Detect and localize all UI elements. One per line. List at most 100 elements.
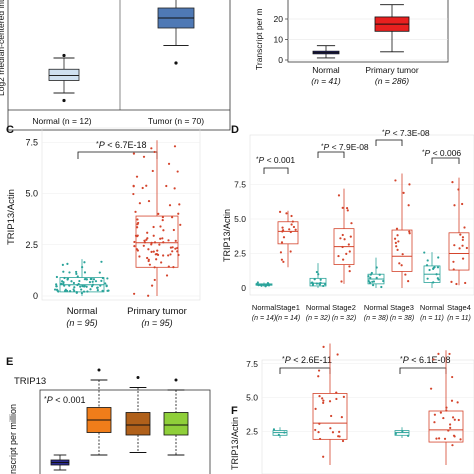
panel-c-point	[83, 261, 86, 264]
panel-a-xlabel-normal: Normal (n = 12)	[32, 116, 91, 126]
panel-d-point	[408, 230, 411, 233]
panel-f-pvalue: *P < 6.1E-08	[400, 355, 451, 365]
panel-f-point	[433, 421, 436, 424]
panel-d-point	[461, 202, 464, 206]
box-body	[448, 232, 470, 271]
panel-c-point	[167, 162, 171, 165]
panel-d-point	[280, 241, 284, 244]
panel-d-box-8	[448, 177, 470, 286]
panel-c-point	[66, 262, 69, 266]
panel-d-sig-bracket	[431, 157, 460, 164]
panel-f-point	[335, 397, 338, 401]
panel-c-point	[79, 285, 82, 288]
panel-d-point	[458, 247, 461, 250]
panel-d-point	[401, 253, 404, 256]
panel-c-point	[179, 223, 182, 226]
panel-e-box-3	[125, 387, 151, 453]
panel-c-point	[57, 290, 60, 293]
panel-d-point	[290, 214, 293, 218]
panel-d-point	[408, 183, 411, 186]
panel-c-point	[141, 186, 144, 190]
box-body	[428, 410, 464, 443]
panel-f-point	[317, 369, 321, 372]
panel-c-point	[136, 226, 139, 229]
panel-e-outlier	[174, 378, 178, 382]
panel-c-point	[106, 289, 109, 292]
panel-c-plot-area	[41, 127, 201, 301]
panel-c-point	[132, 152, 136, 155]
panel-c-point	[162, 254, 165, 257]
panel-c-point	[76, 275, 79, 278]
panel-c-point	[159, 225, 162, 228]
panel-c-ytick-label: 5.0	[25, 189, 38, 199]
panel-d-point	[345, 206, 349, 210]
panel-f-sig-bracket	[399, 367, 447, 374]
panel-d-pvalue: *P < 7.3E-08	[382, 128, 430, 138]
panel-c-xlabel-normal: Normal	[67, 306, 98, 317]
panel-c-point	[53, 288, 57, 291]
box-body	[277, 221, 299, 245]
panel-d-point	[461, 238, 464, 242]
panel-c-count-tumor: (n = 95)	[141, 318, 172, 328]
panel-d-point	[394, 241, 397, 244]
panel-d-point	[455, 282, 458, 286]
panel-d-point	[400, 264, 403, 267]
panel-f-box-2	[312, 343, 348, 465]
panel-c-point	[133, 292, 136, 295]
panel-f-point	[451, 444, 454, 447]
panel-c-point	[151, 169, 154, 173]
panel-d-letter: D	[231, 124, 239, 136]
panel-d-point	[404, 273, 407, 276]
panel-f-letter: F	[231, 405, 238, 417]
panel-d-point	[426, 277, 429, 280]
panel-d-point	[402, 191, 405, 194]
panel-c-box-tumor	[135, 140, 179, 296]
panel-c-point	[157, 212, 160, 215]
panel-a-frame	[7, 0, 231, 131]
panel-b-xlabel-tumor: Primary tumor	[365, 65, 419, 75]
panel-d-point	[348, 270, 351, 273]
panel-d-point	[280, 258, 284, 261]
panel-e-box-4	[163, 389, 189, 456]
panel-c-point	[83, 271, 87, 274]
panel-d-xlabel: Normal	[252, 303, 277, 312]
panel-d-sig-bracket	[317, 151, 345, 158]
panel-c-point	[158, 243, 161, 246]
panel-f-point	[340, 416, 343, 419]
panel-b-xlabel-normal: Normal	[312, 65, 340, 75]
panel-d-point	[337, 194, 341, 197]
panel-c-point	[152, 225, 155, 229]
box-body	[163, 412, 189, 436]
panel-f-point	[453, 435, 456, 438]
panel-f-box-4	[428, 350, 464, 465]
panel-c-point	[55, 285, 58, 288]
panel-c-point	[98, 271, 101, 274]
panel-c-count-normal: (n = 95)	[66, 318, 97, 328]
panel-c-point	[96, 286, 99, 289]
panel-d-box-3	[309, 263, 327, 288]
panel-f-point	[459, 438, 462, 441]
panel-f-point	[433, 413, 436, 416]
panel-c-point	[147, 258, 150, 261]
panel-b-box-normal	[312, 45, 340, 59]
panel-c-point	[90, 277, 93, 280]
panel-d-point	[407, 280, 410, 283]
panel-d-point	[432, 267, 435, 271]
panel-a-box-normal	[48, 53, 80, 103]
panel-c-point	[101, 289, 104, 292]
panel-c-point	[55, 288, 59, 291]
panel-d-point	[345, 252, 348, 255]
panel-c-xlabel-tumor: Primary tumor	[127, 306, 187, 317]
panel-f-point	[317, 430, 320, 434]
panel-d-point	[453, 244, 456, 247]
panel-c-point	[156, 249, 159, 252]
panel-c-point	[173, 145, 177, 148]
panel-c-point	[150, 147, 153, 150]
panel-c-point	[72, 281, 76, 285]
panel-c-point	[142, 244, 145, 247]
panel-c-point	[142, 155, 146, 158]
box-outlier	[174, 61, 178, 65]
panel-d-xlabel: Normal	[306, 303, 331, 312]
panel-c-point	[171, 246, 174, 249]
